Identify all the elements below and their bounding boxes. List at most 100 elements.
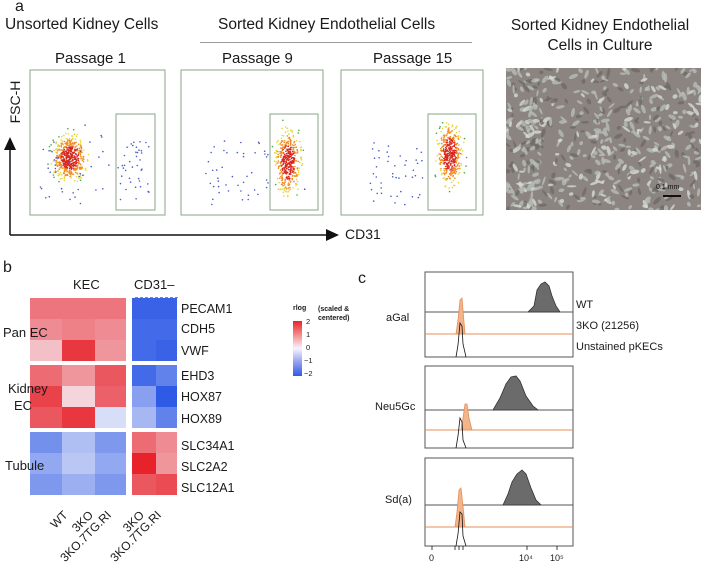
legend-tick: −2 [304,369,313,378]
flow-event-dot [122,167,125,169]
flow-event-dot [73,143,76,145]
flow-event-dot [282,163,285,165]
cell-shape [652,147,659,152]
flow-event-dot [56,150,59,152]
flow-event-dot [448,190,451,193]
flow-event-dot [79,202,82,205]
flow-event-dot [369,182,372,185]
cell-shape [689,131,695,134]
cell-shape [636,177,641,183]
cell-shape [537,82,540,86]
cell-shape [677,115,684,119]
cell-shape [561,82,567,90]
flow-event-dot [298,129,300,132]
cell-shape [534,125,539,130]
flow-event-dot [80,147,83,150]
hist-x-ticks [431,546,558,550]
cell-shape [628,190,633,196]
legend-rlog: rlog [293,305,307,312]
cell-shape [613,154,617,160]
cell-shape [518,68,524,72]
flow-event-dot [444,138,446,141]
flow-event-dot [443,140,445,143]
flow-event-dot [394,202,396,204]
flow-event-dot [446,141,449,144]
histogram-box-sda [424,457,574,547]
flow-event-dot [278,181,281,184]
cell-shape [648,125,652,135]
flow-event-dot [66,166,69,169]
flow-event-dot [289,177,291,180]
flow-event-dot [447,152,450,155]
flow-event-dot [451,147,453,150]
cell-shape [590,140,597,144]
cell-shape [515,121,522,128]
cell-shape [640,168,646,173]
flow-event-dot [293,150,296,153]
flow-event-dot [242,155,245,158]
flow-event-dot [62,156,64,158]
flow-event-dot [439,126,441,128]
gene-label: HOX89 [181,412,222,426]
flow-event-dot [58,155,60,158]
heatmap-cell [132,298,156,319]
cell-shape [691,113,696,117]
flow-event-dot [415,159,418,161]
flow-event-dot [75,175,78,178]
flow-event-dot [223,149,225,152]
flow-event-dot [274,183,277,186]
flow-event-dot [454,155,456,158]
flow-plot-passage-1 [29,69,166,216]
cell-shape [573,90,581,94]
flow-event-dot [289,151,292,153]
flow-event-dot [56,148,59,150]
flow-event-dot [455,147,458,150]
cell-shape [582,175,589,182]
cell-shape [648,207,654,210]
cell-shape [697,87,701,95]
flow-event-dot [75,148,77,151]
flow-event-dot [64,142,67,145]
cell-shape [628,104,632,113]
cell-shape [572,120,580,127]
flow-event-dot [295,184,297,186]
cell-shape [571,170,579,177]
flow-event-dot [79,153,82,156]
histogram-box-agal [424,271,574,358]
flow-event-dot [73,162,75,164]
flow-event-dot [74,138,77,141]
cell-shape [531,198,537,206]
flow-event-dot [289,186,291,189]
flow-event-dot [57,174,60,177]
cell-shape [600,193,607,197]
cell-shape [594,170,600,175]
flow-event-dot [236,151,239,154]
flow-event-dot [404,175,407,177]
cell-shape [506,68,512,72]
panel-b-letter: b [3,259,12,276]
flow-event-dot [451,162,453,164]
flow-event-dot [286,135,289,137]
cell-shape [611,200,616,206]
cell-shape [522,167,526,173]
cell-shape [680,175,685,180]
flow-event-dot [451,130,453,132]
cell-shape [669,130,674,137]
flow-event-dot [76,167,78,170]
flow-event-dot [63,177,66,180]
cell-shape [585,131,592,139]
flow-event-dot [441,156,444,159]
heatmap-cell [62,474,95,495]
flow-event-dot [102,150,104,153]
flow-event-dot [281,179,284,181]
header-culture-text: Sorted Kidney Endothelial Cells in Cultu… [510,17,690,54]
cell-shape [565,162,572,168]
flow-event-dot [453,158,455,160]
flow-event-dot [440,147,442,150]
heatmap-cell [95,407,126,428]
cell-shape [613,179,622,185]
flow-event-dot [446,155,449,158]
flow-event-dot [454,159,456,161]
flow-event-dot [240,141,242,144]
